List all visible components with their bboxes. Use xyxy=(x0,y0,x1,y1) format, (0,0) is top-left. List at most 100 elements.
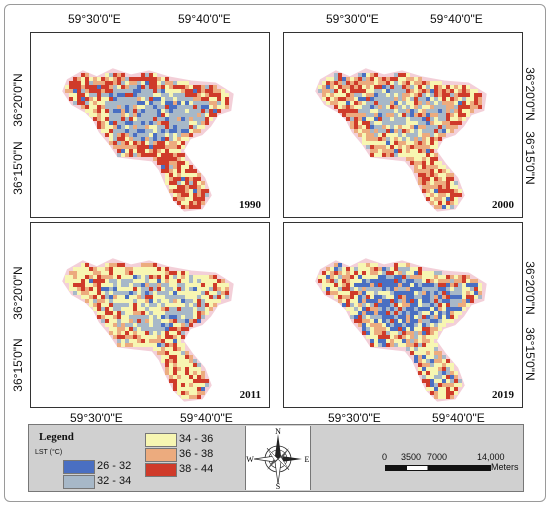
lst-cell-class-2 xyxy=(358,287,362,291)
lst-cell-class-2 xyxy=(197,363,201,367)
lst-cell-class-3 xyxy=(165,339,169,343)
lst-cell-class-1 xyxy=(410,307,414,311)
lst-cell-class-5 xyxy=(165,343,169,347)
lst-cell-class-2 xyxy=(410,137,414,141)
lst-cell-class-4 xyxy=(422,363,426,367)
lst-cell-class-3 xyxy=(390,117,394,121)
lst-cell-class-3 xyxy=(165,347,169,351)
lst-cell-class-4 xyxy=(137,311,141,315)
lst-cell-class-4 xyxy=(342,105,346,109)
lst-cell-class-5 xyxy=(165,161,169,165)
lst-cell-class-4 xyxy=(450,105,454,109)
compass-south-label: S xyxy=(276,482,280,490)
lst-cell-class-3 xyxy=(89,299,93,303)
lst-cell-class-3 xyxy=(181,387,185,391)
lst-cell-class-5 xyxy=(213,275,217,279)
lst-cell-class-4 xyxy=(145,283,149,287)
lst-cell-class-4 xyxy=(197,113,201,117)
lst-cell-class-2 xyxy=(458,283,462,287)
lst-cell-class-2 xyxy=(133,319,137,323)
lst-cell-class-2 xyxy=(149,141,153,145)
lst-cell-class-3 xyxy=(177,141,181,145)
lst-cell-class-2 xyxy=(434,97,438,101)
lst-cell-class-4 xyxy=(434,153,438,157)
lst-cell-class-4 xyxy=(109,331,113,335)
lst-cell-class-5 xyxy=(446,85,450,89)
lst-cell-class-3 xyxy=(386,327,390,331)
lst-cell-class-5 xyxy=(173,355,177,359)
lst-cell-class-1 xyxy=(374,117,378,121)
lst-cell-class-3 xyxy=(426,105,430,109)
lon-label-bottom-4: 59°40'0"E xyxy=(432,411,485,425)
lst-cell-class-5 xyxy=(189,185,193,189)
lst-cell-class-3 xyxy=(177,359,181,363)
lst-cell-class-3 xyxy=(398,137,402,141)
lst-cell-class-3 xyxy=(454,89,458,93)
lst-cell-class-4 xyxy=(117,105,121,109)
lst-cell-class-5 xyxy=(358,315,362,319)
lst-cell-class-2 xyxy=(161,303,165,307)
lst-cell-class-2 xyxy=(390,303,394,307)
lst-cell-class-3 xyxy=(398,339,402,343)
lst-cell-class-3 xyxy=(466,113,470,117)
lst-cell-class-2 xyxy=(121,105,125,109)
lst-cell-class-1 xyxy=(382,299,386,303)
lst-cell-class-1 xyxy=(406,323,410,327)
lst-cell-class-4 xyxy=(438,85,442,89)
lst-cell-class-3 xyxy=(121,307,125,311)
lst-cell-class-4 xyxy=(93,271,97,275)
lst-cell-class-2 xyxy=(370,287,374,291)
lst-cell-class-1 xyxy=(374,319,378,323)
lst-cell-class-2 xyxy=(386,287,390,291)
lst-cell-class-2 xyxy=(394,121,398,125)
lst-cell-class-1 xyxy=(374,295,378,299)
lst-cell-class-5 xyxy=(378,85,382,89)
lst-cell-class-4 xyxy=(145,299,149,303)
lst-cell-class-1 xyxy=(193,189,197,193)
lst-cell-class-5 xyxy=(402,73,406,77)
lst-cell-class-3 xyxy=(145,335,149,339)
lst-cell-class-5 xyxy=(354,89,358,93)
lst-cell-class-4 xyxy=(105,275,109,279)
lst-cell-class-3 xyxy=(366,275,370,279)
lst-cell-class-4 xyxy=(406,77,410,81)
lst-cell-class-3 xyxy=(113,311,117,315)
lst-cell-class-5 xyxy=(402,85,406,89)
lst-cell-class-2 xyxy=(454,105,458,109)
lst-cell-class-3 xyxy=(430,85,434,89)
lst-cell-class-5 xyxy=(338,295,342,299)
lst-cell-class-4 xyxy=(378,267,382,271)
lst-cell-class-5 xyxy=(81,279,85,283)
lst-cell-class-5 xyxy=(434,299,438,303)
lst-cell-class-4 xyxy=(370,149,374,153)
lst-cell-class-3 xyxy=(133,323,137,327)
lst-cell-class-1 xyxy=(169,101,173,105)
lst-cell-class-3 xyxy=(161,109,165,113)
lst-cell-class-4 xyxy=(414,105,418,109)
lst-cell-class-3 xyxy=(442,319,446,323)
lst-cell-class-3 xyxy=(185,363,189,367)
lst-cell-class-3 xyxy=(89,101,93,105)
lst-cell-class-2 xyxy=(398,105,402,109)
lst-cell-class-5 xyxy=(141,145,145,149)
lst-cell-class-3 xyxy=(358,121,362,125)
lst-cell-class-1 xyxy=(161,323,165,327)
lst-cell-class-4 xyxy=(346,113,350,117)
lst-cell-class-2 xyxy=(398,97,402,101)
lst-cell-class-3 xyxy=(362,263,366,267)
lst-cell-class-3 xyxy=(414,89,418,93)
lst-cell-class-3 xyxy=(185,279,189,283)
lst-cell-class-4 xyxy=(157,85,161,89)
lst-cell-class-2 xyxy=(145,279,149,283)
lst-cell-class-1 xyxy=(386,315,390,319)
lst-cell-class-4 xyxy=(434,327,438,331)
lst-cell-class-2 xyxy=(382,121,386,125)
lst-cell-class-3 xyxy=(414,149,418,153)
lst-cell-class-1 xyxy=(426,97,430,101)
lst-cell-class-3 xyxy=(169,351,173,355)
lst-cell-class-4 xyxy=(77,287,81,291)
lst-cell-class-3 xyxy=(153,271,157,275)
lst-cell-class-5 xyxy=(446,391,450,395)
lst-cell-class-5 xyxy=(205,379,209,383)
lst-cell-class-4 xyxy=(113,263,117,267)
